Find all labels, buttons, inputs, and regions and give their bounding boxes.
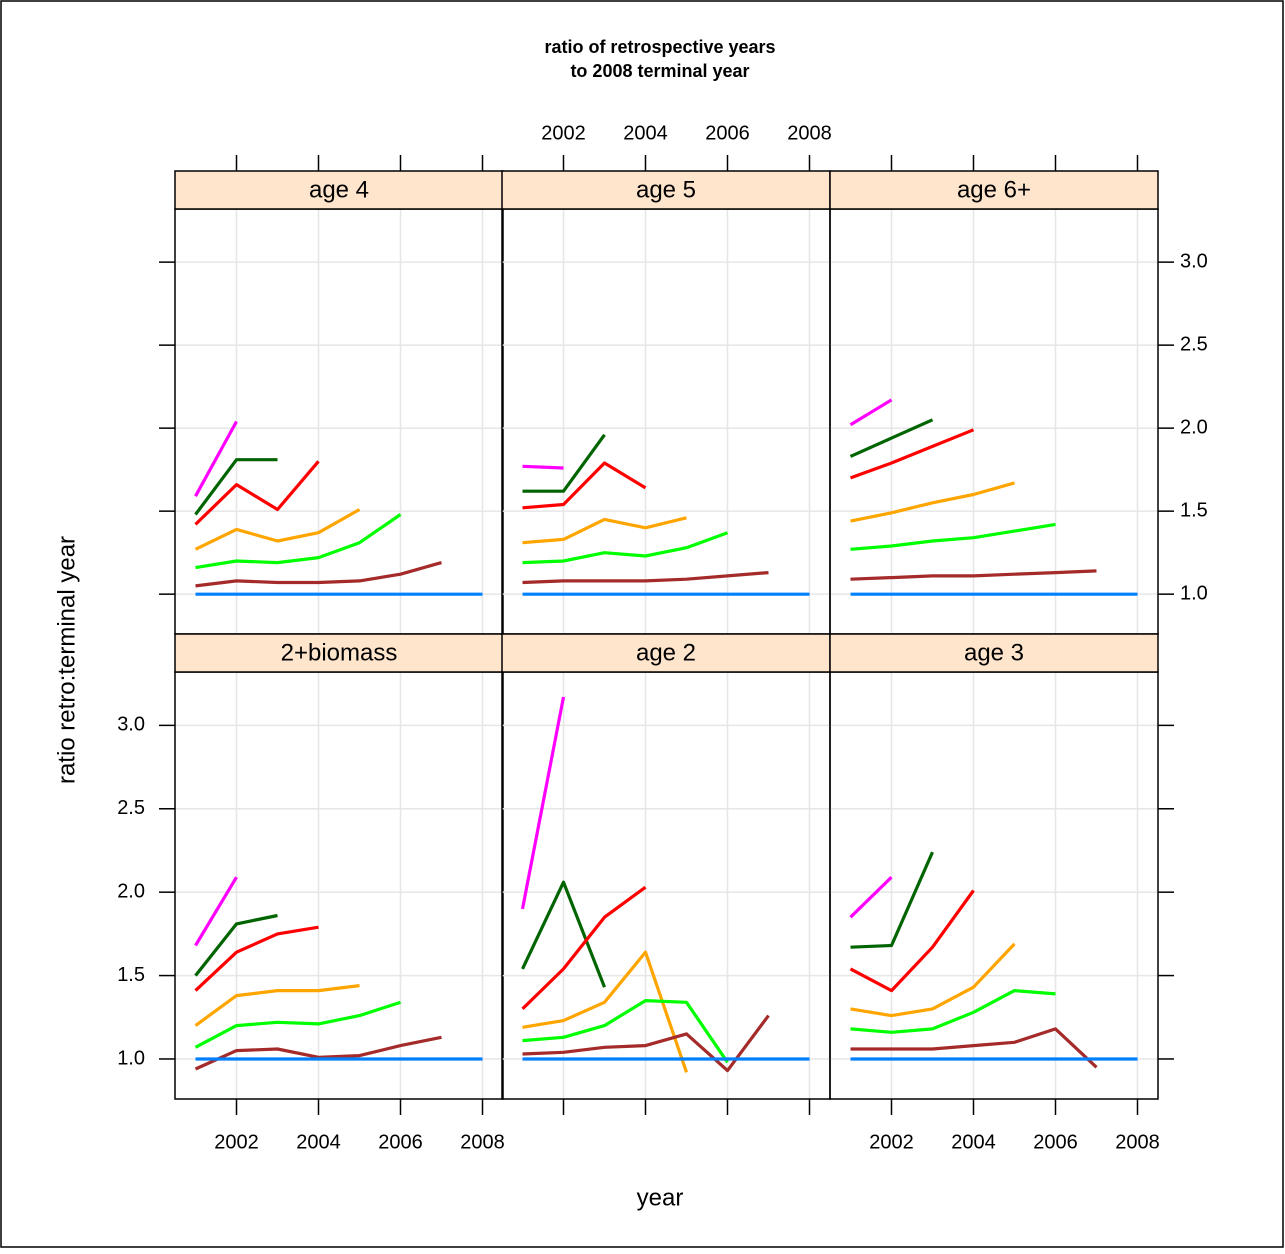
x-tick-label: 2002 <box>869 1131 914 1153</box>
panel-title: age 6+ <box>957 176 1031 203</box>
series-line <box>850 1027 1098 1069</box>
series-line <box>850 989 1056 1034</box>
y-tick-label: 1.0 <box>1180 582 1208 604</box>
chart-title: to 2008 terminal year <box>570 61 749 81</box>
series-line <box>522 461 647 510</box>
series-line <box>522 571 769 585</box>
series-line <box>850 851 934 949</box>
strip <box>829 633 1159 673</box>
x-axis-label: year <box>637 1184 684 1211</box>
x-tick-label: 2006 <box>378 1131 423 1153</box>
x-tick-label: 2002 <box>541 122 586 144</box>
panel-title: age 4 <box>309 176 369 203</box>
series-line <box>194 925 319 992</box>
x-tick-label: 2004 <box>623 122 668 144</box>
strip <box>501 633 831 673</box>
series-line <box>522 1014 770 1073</box>
series-line <box>522 999 729 1064</box>
panel-title: 2+biomass <box>281 639 398 666</box>
series-line <box>520 696 566 910</box>
series-line <box>522 433 606 493</box>
series-line <box>194 420 238 497</box>
x-tick-label: 2002 <box>214 1131 259 1153</box>
strip <box>501 170 831 210</box>
series-line <box>850 481 1015 523</box>
series-line <box>849 876 893 919</box>
strip <box>174 170 504 210</box>
x-tick-label: 2008 <box>1115 1131 1160 1153</box>
series-line <box>849 398 893 427</box>
y-tick-label: 1.5 <box>1180 499 1208 521</box>
x-tick-label: 2006 <box>1033 1131 1078 1153</box>
series-line <box>194 876 238 947</box>
x-tick-label: 2006 <box>705 122 750 144</box>
panel-title: age 3 <box>964 639 1024 666</box>
y-tick-label: 3.0 <box>1180 250 1208 272</box>
series-line <box>521 885 647 1011</box>
panel-title: age 5 <box>636 176 696 203</box>
x-tick-label: 2008 <box>460 1131 505 1153</box>
series-line <box>194 460 320 526</box>
y-tick-label: 1.5 <box>117 964 145 986</box>
series-line <box>194 984 360 1027</box>
chart-title: ratio of retrospective years <box>544 37 775 57</box>
series-line <box>850 522 1056 551</box>
panel <box>830 672 1158 1099</box>
y-tick-label: 2.5 <box>117 797 145 819</box>
series-line <box>195 513 402 570</box>
series-line <box>194 508 361 551</box>
panel <box>502 209 830 634</box>
series-line <box>850 942 1016 1018</box>
series-line <box>195 561 442 588</box>
series-line <box>521 880 606 988</box>
series-line <box>849 428 975 480</box>
y-tick-label: 2.5 <box>1180 333 1208 355</box>
x-tick-label: 2008 <box>787 122 832 144</box>
y-tick-label: 2.0 <box>1180 416 1208 438</box>
panel <box>502 672 830 1099</box>
strip <box>174 633 504 673</box>
x-tick-label: 2004 <box>296 1131 341 1153</box>
panel <box>830 209 1158 634</box>
y-tick-label: 2.0 <box>117 880 145 902</box>
series-line <box>850 569 1097 581</box>
series-line <box>849 418 934 458</box>
series-line <box>194 1000 401 1049</box>
y-tick-label: 1.0 <box>117 1047 145 1069</box>
strip <box>829 170 1159 210</box>
series-line <box>194 1035 442 1071</box>
y-axis-label: ratio retro:terminal year <box>53 536 80 784</box>
series-line <box>194 458 278 516</box>
series-line <box>522 464 564 470</box>
x-tick-label: 2004 <box>951 1131 996 1153</box>
series-line <box>522 531 729 565</box>
series-line <box>849 889 975 993</box>
series-line <box>194 913 278 977</box>
series-line <box>522 950 689 1073</box>
panel <box>175 209 503 634</box>
panel-title: age 2 <box>636 639 696 666</box>
panel <box>175 672 503 1099</box>
y-tick-label: 3.0 <box>117 714 145 736</box>
series-line <box>522 516 687 545</box>
